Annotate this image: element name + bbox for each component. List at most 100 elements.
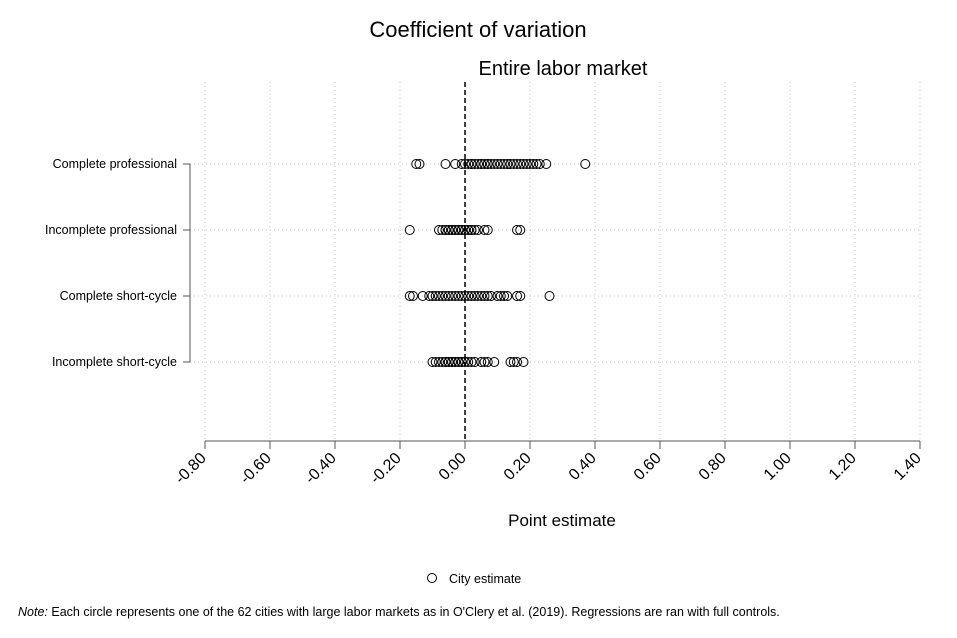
data-point [434,291,444,301]
note-label: Note: [18,605,48,619]
data-point [437,357,448,367]
data-point [463,291,474,301]
data-point [453,357,464,367]
data-point [443,225,454,235]
data-point [482,225,493,235]
data-point [479,159,490,169]
data-point [443,291,454,301]
data-point [531,159,542,169]
data-point [518,357,529,367]
data-point [544,291,555,301]
data-point [460,225,470,235]
data-point [482,291,493,301]
x-axis-title: Point estimate [508,511,616,530]
data-point [482,159,493,169]
y-tick-label: Incomplete professional [45,223,177,237]
data-point [463,357,474,367]
data-point [499,291,509,301]
data-point [512,225,522,235]
data-point [434,225,444,235]
data-point [515,225,526,235]
y-tick-label: Incomplete short-cycle [52,355,177,369]
data-points [404,159,591,367]
data-point [414,159,425,169]
data-point [456,225,467,235]
data-point [427,357,438,367]
data-point [437,291,448,301]
data-point [460,159,470,169]
data-point [476,357,487,367]
data-point [450,225,461,235]
x-tick-label: 0.00 [436,450,470,484]
data-point [463,225,474,235]
x-tick-label: 1.20 [826,450,860,484]
chart-title: Coefficient of variation [369,17,586,42]
data-point [502,291,513,301]
x-tick-label: 0.60 [631,450,665,484]
footnote: Note: Each circle represents one of the … [18,605,780,619]
data-point [466,159,477,169]
data-point [512,159,522,169]
data-point [460,291,470,301]
data-point [528,159,539,169]
data-point [450,291,461,301]
data-point [580,159,591,169]
data-point [476,159,487,169]
data-point [495,291,506,301]
chart: Coefficient of variation Entire labor ma… [45,17,925,586]
x-tick-label: 1.40 [891,450,925,484]
data-point [450,159,461,169]
data-point [417,291,428,301]
legend-label: City estimate [449,572,521,586]
grid [190,82,921,441]
data-point [508,357,519,367]
data-point [440,291,451,301]
data-point [450,357,461,367]
x-tick-label: 0.80 [696,450,730,484]
data-point [541,159,552,169]
x-tick-label: -0.80 [172,450,210,488]
axes: Complete professional Incomplete professi… [45,82,925,488]
data-point [521,159,532,169]
data-point [404,225,415,235]
note-text: Each circle represents one of the 62 cit… [47,605,780,619]
x-tick-label: 0.40 [566,450,600,484]
data-point [424,291,435,301]
data-point [479,291,490,301]
data-point [408,291,418,301]
x-tick-label: -0.40 [302,450,340,488]
data-point [447,291,457,301]
data-point [473,225,483,235]
data-point [486,159,496,169]
data-point [518,159,529,169]
data-point [515,291,526,301]
data-point [440,159,451,169]
data-point [492,291,503,301]
data-point [512,291,522,301]
data-point [453,291,464,301]
data-point [469,225,480,235]
y-tick-label: Complete short-cycle [60,289,177,303]
y-tick-label: Complete professional [53,157,177,171]
data-point [447,225,457,235]
data-point [512,357,522,367]
data-point [482,357,493,367]
data-point [456,159,467,169]
data-point [505,159,516,169]
data-point [476,291,487,301]
data-point [440,357,451,367]
data-point [495,159,506,169]
legend: City estimate [427,572,521,586]
data-point [443,357,454,367]
data-point [473,159,483,169]
data-point [486,291,496,301]
data-point [469,291,480,301]
data-point [430,291,441,301]
data-point [466,225,477,235]
data-point [534,159,545,169]
data-point [469,159,480,169]
data-point [434,357,444,367]
legend-marker [427,573,437,583]
x-tick-label: 0.20 [501,450,535,484]
x-tick-label: -0.60 [237,450,275,488]
